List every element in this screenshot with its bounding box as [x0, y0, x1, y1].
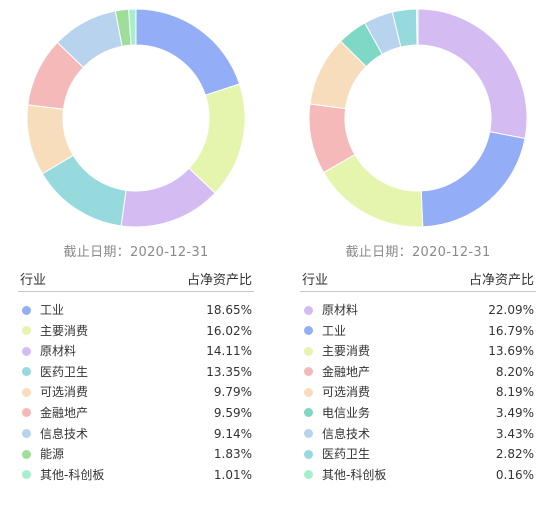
- right-legend-row: 原材料 22.09%: [300, 300, 536, 321]
- legend-industry-name: 金融地产: [322, 364, 371, 379]
- legend-industry-name: 主要消费: [40, 323, 89, 338]
- legend-ratio-value: 18.65%: [206, 303, 252, 317]
- legend-industry-name: 工业: [322, 323, 347, 338]
- left-table-header: 行业 占净资产比: [18, 269, 254, 292]
- left-legend-row: 金融地产 9.59%: [18, 403, 254, 424]
- legend-ratio-value: 16.79%: [488, 323, 534, 338]
- legend-dot-icon: [304, 429, 313, 439]
- left-legend-row: 工业 18.65%: [18, 300, 254, 321]
- legend-ratio-value: 1.83%: [213, 447, 252, 462]
- legend-dot-icon: [22, 387, 31, 397]
- right-legend-row: 医药卫生 2.82%: [300, 444, 536, 465]
- legend-dot-icon: [304, 367, 313, 377]
- legend-dot-icon: [22, 305, 31, 315]
- legend-ratio-value: 22.09%: [488, 303, 534, 317]
- right-table-header: 行业 占净资产比: [300, 269, 536, 292]
- legend-dot-icon: [304, 305, 313, 315]
- legend-ratio-value: 14.11%: [206, 344, 252, 359]
- left-legend-row: 其他-科创板 1.01%: [18, 465, 254, 486]
- left-header-industry: 行业: [20, 273, 47, 288]
- legend-ratio-value: 8.19%: [495, 385, 534, 400]
- legend-industry-name: 金融地产: [40, 405, 89, 420]
- legend-dot-icon: [22, 429, 31, 439]
- legend-ratio-value: 3.43%: [495, 426, 534, 441]
- left-legend-row: 能源 1.83%: [18, 444, 254, 465]
- legend-dot-icon: [22, 326, 31, 336]
- legend-industry-name: 可选消费: [322, 385, 371, 400]
- right-slice-8[interactable]: [416, 8, 419, 46]
- legend-industry-name: 信息技术: [40, 426, 89, 441]
- left-legend-table: 工业 18.65% 主要消费 16.02% 原材料 14.11% 医药卫生 13.35% 可选消…: [18, 300, 254, 485]
- legend-ratio-value: 13.35%: [206, 364, 252, 379]
- legend-industry-name: 医药卫生: [40, 364, 89, 379]
- left-header-ratio: 占净资产比: [186, 273, 252, 288]
- legend-ratio-value: 9.79%: [213, 385, 252, 400]
- legend-industry-name: 信息技术: [322, 426, 371, 441]
- right-date-label: 截止日期：2020-12-31: [345, 245, 491, 260]
- legend-ratio-value: 8.20%: [495, 364, 534, 379]
- legend-industry-name: 医药卫生: [322, 447, 371, 462]
- legend-dot-icon: [22, 408, 31, 418]
- legend-industry-name: 原材料: [322, 303, 359, 317]
- right-legend-row: 信息技术 3.43%: [300, 424, 536, 445]
- right-slice-2[interactable]: [322, 153, 424, 228]
- legend-industry-name: 工业: [40, 303, 65, 317]
- right-slice-0[interactable]: [417, 8, 528, 140]
- left-legend-row: 医药卫生 13.35%: [18, 362, 254, 383]
- right-legend-row: 金融地产 8.20%: [300, 362, 536, 383]
- legend-dot-icon: [304, 326, 313, 336]
- left-slice-0[interactable]: [135, 8, 241, 96]
- left-legend-row: 主要消费 16.02%: [18, 321, 254, 342]
- right-donut-chart: [308, 8, 528, 228]
- right-legend-row: 工业 16.79%: [300, 321, 536, 342]
- legend-industry-name: 可选消费: [40, 385, 89, 400]
- right-legend-table: 原材料 22.09% 工业 16.79% 主要消费 13.69% 金融地产 8.20% 可选消费…: [300, 300, 536, 485]
- legend-dot-icon: [304, 470, 313, 480]
- legend-dot-icon: [304, 449, 313, 459]
- right-legend-row: 其他-科创板 0.16%: [300, 465, 536, 486]
- legend-ratio-value: 1.01%: [213, 467, 252, 482]
- right-legend-row: 电信业务 3.49%: [300, 403, 536, 424]
- legend-dot-icon: [22, 367, 31, 377]
- legend-ratio-value: 13.69%: [488, 344, 534, 359]
- legend-industry-name: 能源: [40, 447, 65, 462]
- left-donut-chart: [26, 8, 246, 228]
- legend-ratio-value: 9.59%: [213, 405, 252, 420]
- right-header-industry: 行业: [302, 273, 329, 288]
- legend-ratio-value: 0.16%: [495, 467, 534, 482]
- legend-industry-name: 电信业务: [322, 405, 371, 420]
- left-date-label: 截止日期：2020-12-31: [63, 245, 209, 260]
- legend-dot-icon: [304, 387, 313, 397]
- left-legend-row: 信息技术 9.14%: [18, 424, 254, 445]
- legend-ratio-value: 2.82%: [495, 447, 534, 462]
- legend-dot-icon: [304, 346, 313, 356]
- right-legend-row: 主要消费 13.69%: [300, 341, 536, 362]
- legend-industry-name: 主要消费: [322, 344, 371, 359]
- legend-dot-icon: [22, 470, 31, 480]
- legend-industry-name: 其他-科创板: [322, 467, 387, 482]
- legend-industry-name: 原材料: [40, 344, 77, 359]
- legend-dot-icon: [22, 346, 31, 356]
- left-legend-row: 可选消费 9.79%: [18, 382, 254, 403]
- right-legend-row: 可选消费 8.19%: [300, 382, 536, 403]
- left-legend-row: 原材料 14.11%: [18, 341, 254, 362]
- legend-dot-icon: [22, 449, 31, 459]
- right-header-ratio: 占净资产比: [468, 273, 534, 288]
- legend-ratio-value: 9.14%: [213, 426, 252, 441]
- legend-ratio-value: 3.49%: [495, 405, 534, 420]
- legend-ratio-value: 16.02%: [206, 323, 252, 338]
- left-slice-8[interactable]: [128, 8, 137, 46]
- legend-industry-name: 其他-科创板: [40, 467, 105, 482]
- legend-dot-icon: [304, 408, 313, 418]
- right-slice-1[interactable]: [420, 131, 526, 228]
